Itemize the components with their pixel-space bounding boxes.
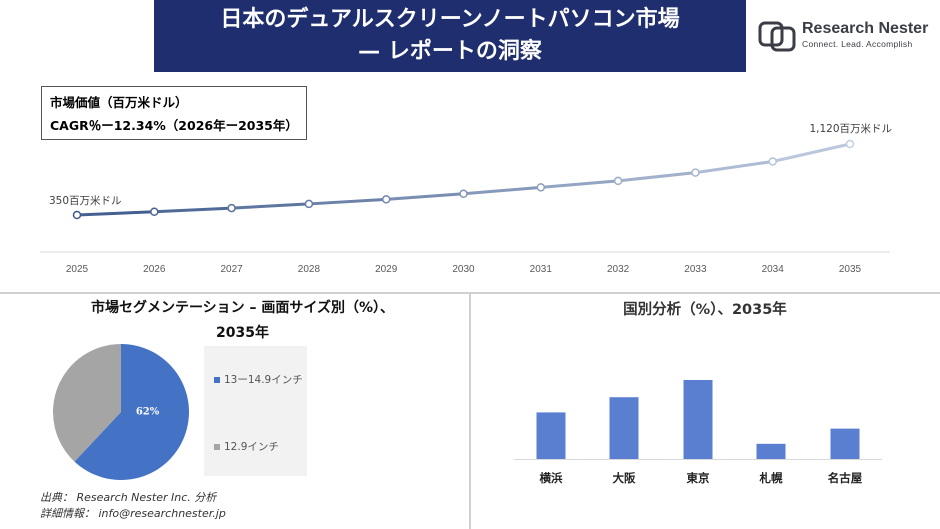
data-point xyxy=(691,168,700,177)
bar-category-label: 札幌 xyxy=(759,471,783,485)
x-tick-label: 2025 xyxy=(66,264,89,275)
source-note: 出典： Research Nester Inc. 分析 詳細情報： info@r… xyxy=(40,490,226,522)
legend-label: 12.9インチ xyxy=(224,441,279,453)
data-point xyxy=(536,183,546,192)
start-value-label: 350百万米ドル xyxy=(49,194,122,207)
section-divider-horizontal xyxy=(0,292,940,294)
cagr-label: CAGR％ー12.34%（2026年ー2035年） xyxy=(50,118,298,133)
x-tick-label: 2034 xyxy=(762,264,785,275)
x-tick-label: 2028 xyxy=(298,264,321,275)
line-segment xyxy=(771,142,852,164)
x-tick-label: 2032 xyxy=(607,264,630,275)
bar-1 xyxy=(609,397,639,459)
section-divider-vertical xyxy=(469,294,471,529)
source-line2: 詳細情報： info@researchnester.jp xyxy=(40,507,226,520)
data-point xyxy=(72,210,82,220)
market-growth-line-chart: 2025 2026 2027 2028 2029 2030 2031 2032 2033 2034… xyxy=(40,122,892,275)
data-point xyxy=(613,176,623,186)
pie-legend: 13ー14.9インチ 12.9インチ xyxy=(204,346,307,476)
end-value-label: 1,120百万米ドル xyxy=(809,122,892,135)
pie-title-line1: 市場セグメンテーション – 画面サイズ別（%）、 xyxy=(90,300,395,316)
line-segment xyxy=(384,192,465,201)
line-segment xyxy=(307,197,388,206)
logo-tagline: Connect. Lead. Accomplish xyxy=(802,39,913,49)
line-segment xyxy=(693,160,775,175)
bar-3 xyxy=(756,443,786,459)
line-segment xyxy=(616,171,697,183)
x-tick-label: 2026 xyxy=(143,264,166,275)
x-tick-label: 2029 xyxy=(375,264,398,275)
data-point xyxy=(459,189,468,199)
x-tick-label: 2035 xyxy=(839,264,862,275)
x-tick-label: 2027 xyxy=(220,264,243,275)
pie-chart-title: 市場セグメンテーション – 画面サイズ別（%）、 2035年 xyxy=(40,296,445,346)
data-point xyxy=(845,139,855,149)
bar-4 xyxy=(830,428,860,459)
line-segment xyxy=(539,179,620,189)
legend-swatch-blue xyxy=(214,377,220,383)
x-tick-label: 2031 xyxy=(530,264,553,275)
research-nester-logo: Research Nester Connect. Lead. Accomplis… xyxy=(758,18,933,52)
bar-chart-title: 国別分析（%）、2035年 xyxy=(623,302,787,318)
legend-item-13-14-9: 13ー14.9インチ xyxy=(214,372,303,387)
report-title-line2: — レポートの洞察 xyxy=(358,39,542,64)
screen-size-pie-chart: 62% xyxy=(53,344,190,480)
data-point xyxy=(227,203,236,213)
x-tick-label: 2033 xyxy=(684,264,707,275)
bar-2 xyxy=(683,380,713,459)
line-segment xyxy=(152,206,234,214)
legend-item-12-9: 12.9インチ xyxy=(214,439,279,454)
line-segment xyxy=(75,210,156,217)
bar-category-label: 名古屋 xyxy=(828,471,863,485)
logo-name: Research Nester xyxy=(802,20,929,37)
legend-label: 13ー14.9インチ xyxy=(224,374,303,386)
legend-swatch-gray xyxy=(214,444,220,450)
bar-category-label: 横浜 xyxy=(540,471,563,485)
source-line1: 出典： Research Nester Inc. 分析 xyxy=(40,491,217,504)
bar-category-label: 大阪 xyxy=(613,471,636,485)
pie-title-line2: 2035年 xyxy=(216,325,269,341)
logo-mark-icon xyxy=(758,21,796,52)
bar-category-label: 東京 xyxy=(687,471,710,485)
pie-slice-0 xyxy=(74,344,190,480)
report-title-banner: 日本のデュアルスクリーンノートパソコン市場 — レポートの洞察 xyxy=(154,0,746,72)
data-point xyxy=(768,157,777,166)
market-value-label: 市場価値（百万米ドル） xyxy=(50,95,188,110)
bar-0 xyxy=(536,412,566,459)
pie-data-label: 62% xyxy=(136,407,160,418)
x-tick-label: 2030 xyxy=(452,264,475,275)
market-info-box: 市場価値（百万米ドル） CAGR％ー12.34%（2026年ー2035年） xyxy=(41,86,307,140)
line-segment xyxy=(462,185,543,196)
line-segment xyxy=(230,202,311,210)
data-point xyxy=(150,207,159,217)
data-point xyxy=(381,195,391,204)
report-title-line1: 日本のデュアルスクリーンノートパソコン市場 xyxy=(220,7,680,32)
data-point xyxy=(304,199,314,209)
pie-slice-1 xyxy=(53,344,121,462)
